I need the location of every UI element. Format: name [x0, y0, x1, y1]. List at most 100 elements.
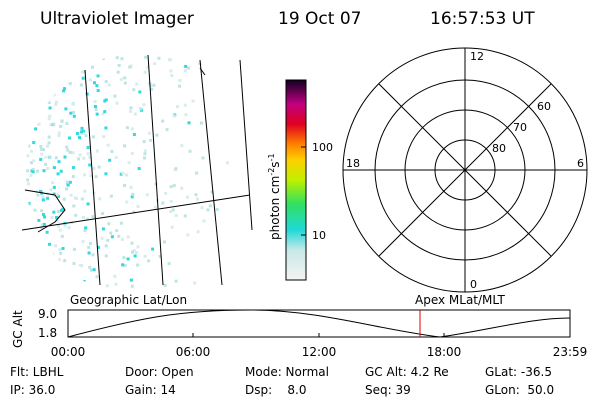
speckle: [158, 255, 162, 259]
speckle: [170, 74, 174, 78]
speckle: [208, 204, 212, 208]
speckle: [72, 102, 76, 106]
speckle: [72, 111, 76, 115]
speckle: [196, 197, 200, 201]
speckle: [29, 173, 33, 177]
speckle: [68, 151, 72, 155]
speckle: [108, 158, 112, 162]
speckle: [178, 84, 182, 88]
speckle: [48, 242, 52, 246]
speckle: [130, 241, 134, 245]
speckle: [66, 148, 70, 152]
speckle: [122, 256, 126, 260]
speckle: [56, 224, 60, 228]
speckle: [25, 246, 28, 250]
speckle: [27, 280, 31, 284]
speckle: [114, 156, 118, 160]
speckle: [67, 226, 71, 230]
speckle: [43, 215, 47, 219]
speckle: [109, 231, 113, 235]
speckle: [104, 244, 108, 248]
speckle: [50, 253, 54, 257]
speckle: [72, 114, 76, 118]
speckle: [37, 88, 41, 92]
date: 19 Oct 07: [278, 9, 361, 29]
speckle: [88, 242, 92, 246]
speckle: [54, 100, 58, 104]
speckle: [172, 114, 176, 118]
speckle: [81, 216, 85, 220]
speckle: [25, 56, 28, 60]
speckle: [174, 279, 178, 283]
speckle: [28, 83, 32, 87]
speckle: [215, 207, 219, 211]
speckle: [163, 240, 167, 244]
speckle: [45, 249, 49, 253]
speckle: [145, 193, 149, 197]
speckle: [45, 230, 49, 234]
speckle: [142, 140, 146, 144]
speckle: [178, 79, 182, 83]
speckle: [57, 131, 61, 135]
speckle: [59, 208, 63, 212]
speckle: [49, 188, 53, 192]
speckle: [157, 56, 161, 60]
speckle: [132, 249, 136, 253]
speckle: [167, 58, 171, 62]
speckle: [47, 101, 51, 105]
speckle: [36, 257, 40, 261]
speckle: [60, 234, 64, 238]
speckle: [30, 149, 34, 153]
y-tick-label: 9.0: [38, 307, 57, 321]
speckle: [32, 57, 36, 61]
speckle: [80, 126, 84, 130]
speckle: [34, 106, 38, 110]
speckle: [39, 157, 43, 161]
speckle: [104, 80, 108, 84]
speckle: [106, 143, 110, 147]
speckle: [68, 180, 72, 184]
polar-label: 18: [346, 157, 360, 170]
speckle: [95, 112, 99, 116]
speckle: [124, 173, 128, 177]
speckle: [62, 197, 66, 201]
speckle: [39, 145, 43, 149]
speckle: [86, 202, 90, 206]
x-tick-label: 23:59: [553, 345, 588, 359]
speckle: [52, 210, 56, 214]
speckle: [28, 59, 32, 63]
speckle: [104, 172, 108, 176]
speckle: [105, 284, 109, 288]
title: Ultraviolet Imager: [40, 9, 194, 29]
speckle: [93, 100, 97, 104]
speckle: [195, 171, 199, 175]
speckle: [52, 122, 56, 126]
speckle: [94, 175, 98, 179]
y-label: GC Alt: [11, 310, 25, 348]
speckle: [31, 114, 35, 118]
speckle: [54, 216, 58, 220]
speckle: [93, 59, 97, 63]
speckle: [114, 282, 118, 286]
speckle: [47, 117, 51, 121]
speckle: [44, 59, 48, 63]
speckle: [27, 267, 31, 271]
speckle: [57, 83, 61, 87]
speckle: [129, 278, 133, 282]
speckle: [133, 254, 137, 258]
speckle: [194, 193, 198, 197]
speckle: [59, 269, 63, 273]
speckle: [20, 128, 23, 131]
speckle: [96, 245, 100, 249]
speckle: [117, 63, 121, 67]
speckle: [123, 144, 127, 148]
speckle: [20, 247, 23, 250]
speckle: [129, 109, 133, 113]
speckle: [59, 124, 63, 128]
speckle: [59, 70, 63, 74]
speckle: [33, 86, 37, 90]
speckle: [126, 257, 130, 261]
speckle: [101, 56, 105, 60]
speckle: [92, 167, 96, 171]
